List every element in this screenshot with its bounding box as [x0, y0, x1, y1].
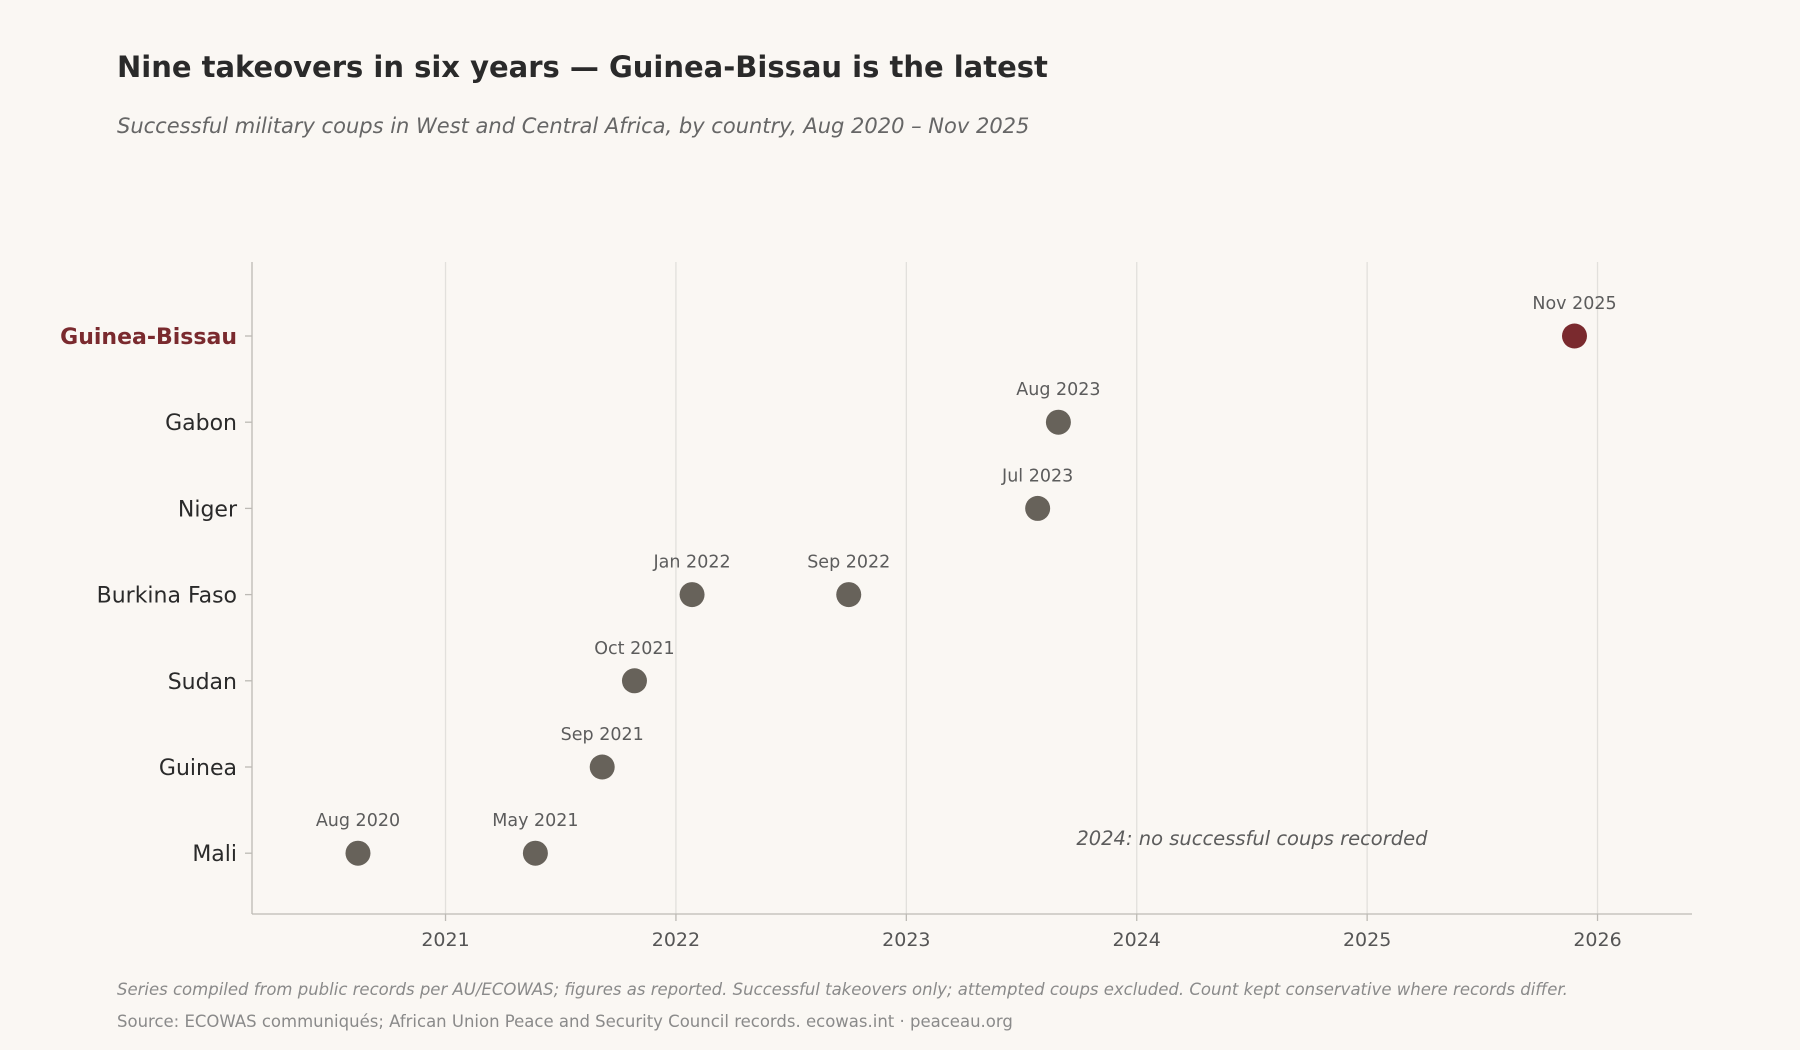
coup-date-label: Aug 2020: [316, 811, 400, 831]
coup-date-label: May 2021: [492, 811, 578, 831]
chart-subtitle: Successful military coups in West and Ce…: [117, 114, 1030, 138]
y-category-label: Gabon: [165, 411, 237, 436]
coup-point: [679, 582, 705, 608]
y-category-label: Guinea-Bissau: [60, 325, 237, 350]
x-tick-label: 2026: [1573, 929, 1621, 951]
coup-date-label: Jul 2023: [1001, 466, 1073, 486]
coup-point: [589, 754, 615, 780]
y-category-label: Mali: [192, 842, 237, 867]
x-tick-label: 2022: [652, 929, 700, 951]
y-category-label: Niger: [178, 497, 238, 522]
coup-point: [621, 668, 647, 694]
annotation-no-coups-2024: 2024: no successful coups recorded: [1076, 827, 1428, 850]
coup-date-label: Jan 2022: [653, 553, 731, 573]
chart-footnote: Series compiled from public records per …: [117, 980, 1568, 999]
x-tick-label: 2021: [421, 929, 469, 951]
y-category-label: Sudan: [168, 670, 237, 695]
coup-date-label: Nov 2025: [1532, 294, 1616, 314]
y-category-label: Guinea: [159, 756, 237, 781]
coup-point: [522, 840, 548, 866]
coup-point: [836, 582, 862, 608]
coup-date-label: Aug 2023: [1016, 380, 1100, 400]
coup-point: [345, 840, 371, 866]
coup-point: [1045, 409, 1071, 435]
coup-date-label: Sep 2022: [807, 553, 890, 573]
coup-point: [1025, 495, 1051, 521]
x-tick-label: 2025: [1343, 929, 1391, 951]
coup-date-label: Sep 2021: [561, 725, 644, 745]
coup-timeline-chart: 2021 2022 2023 2024 2025 2026 Guinea-Bissau Gab…: [60, 262, 1692, 951]
y-category-label: Burkina Faso: [97, 584, 237, 609]
chart-source: Source: ECOWAS communiqués; African Unio…: [117, 1012, 1013, 1031]
coup-point-highlight: [1561, 323, 1587, 349]
x-tick-label: 2024: [1113, 929, 1161, 951]
coup-date-label: Oct 2021: [594, 639, 674, 659]
chart-title: Nine takeovers in six years — Guinea-Bis…: [117, 50, 1048, 84]
x-tick-label: 2023: [882, 929, 930, 951]
